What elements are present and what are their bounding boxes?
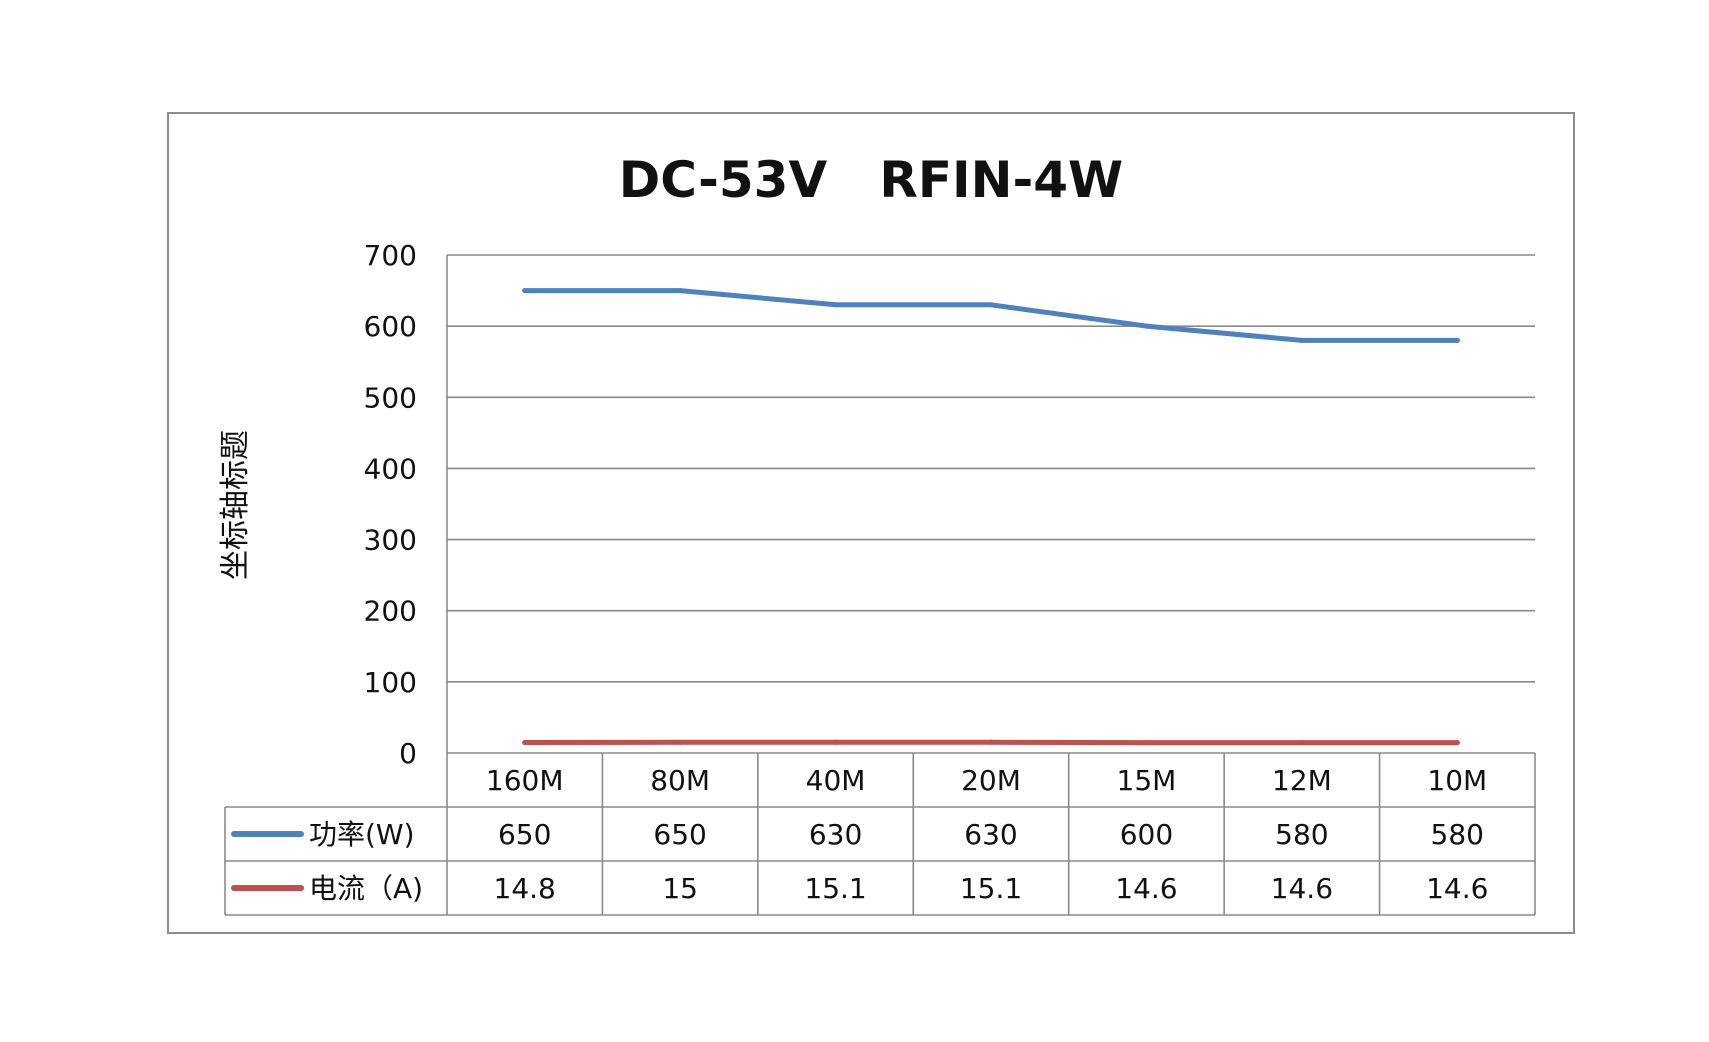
data-point	[833, 302, 839, 308]
series-lines	[522, 288, 1460, 746]
y-tick-label: 700	[364, 239, 417, 272]
x-tick-label: 40M	[806, 764, 866, 797]
data-point	[988, 302, 994, 308]
chart-title: DC-53V RFIN-4W	[619, 151, 1123, 209]
chart-frame	[167, 112, 1575, 934]
x-tick-label: 80M	[650, 764, 710, 797]
x-tick-label: 20M	[961, 764, 1021, 797]
data-label: 580	[1431, 818, 1484, 851]
data-label: 650	[498, 818, 551, 851]
x-tick-label: 15M	[1117, 764, 1177, 797]
legend-label: 电流（A)	[309, 872, 423, 905]
y-tick-label: 100	[364, 666, 417, 699]
data-label: 600	[1120, 818, 1173, 851]
x-tick-label: 10M	[1427, 764, 1487, 797]
data-label: 14.6	[1426, 872, 1488, 905]
data-point	[1299, 740, 1305, 746]
data-point	[988, 739, 994, 745]
data-label: 14.6	[1271, 872, 1333, 905]
y-tick-label: 500	[364, 381, 417, 414]
data-point	[1143, 323, 1149, 329]
data-label: 14.8	[494, 872, 556, 905]
y-tick-label: 300	[364, 524, 417, 557]
gridlines	[446, 254, 1535, 753]
x-tick-label: 12M	[1272, 764, 1332, 797]
data-label: 15.1	[804, 872, 866, 905]
data-label: 630	[964, 818, 1017, 851]
data-label: 650	[653, 818, 706, 851]
data-point	[677, 288, 683, 294]
data-label: 15.1	[960, 872, 1022, 905]
legend-label: 功率(W)	[309, 818, 415, 851]
data-point	[1143, 740, 1149, 746]
data-point	[522, 288, 528, 294]
data-point	[1454, 337, 1460, 343]
y-axis-ticks: 0 100 200 300 400 500 600 700	[364, 239, 417, 770]
data-table: 160M 80M 40M 20M 15M 12M 10M 功率(W) 650 650 630 630 6…	[224, 752, 1536, 916]
data-label: 14.6	[1115, 872, 1177, 905]
data-point	[833, 739, 839, 745]
y-axis-title: 坐标轴标题	[218, 430, 253, 580]
data-label: 630	[809, 818, 862, 851]
data-label: 15	[662, 872, 698, 905]
data-point	[522, 739, 528, 745]
y-tick-label: 600	[364, 310, 417, 343]
data-point	[1299, 337, 1305, 343]
y-tick-label: 0	[399, 737, 417, 770]
data-label: 580	[1275, 818, 1328, 851]
data-point	[1454, 740, 1460, 746]
y-tick-label: 200	[364, 595, 417, 628]
data-point	[677, 739, 683, 745]
y-tick-label: 400	[364, 452, 417, 485]
x-tick-label: 160M	[486, 764, 564, 797]
